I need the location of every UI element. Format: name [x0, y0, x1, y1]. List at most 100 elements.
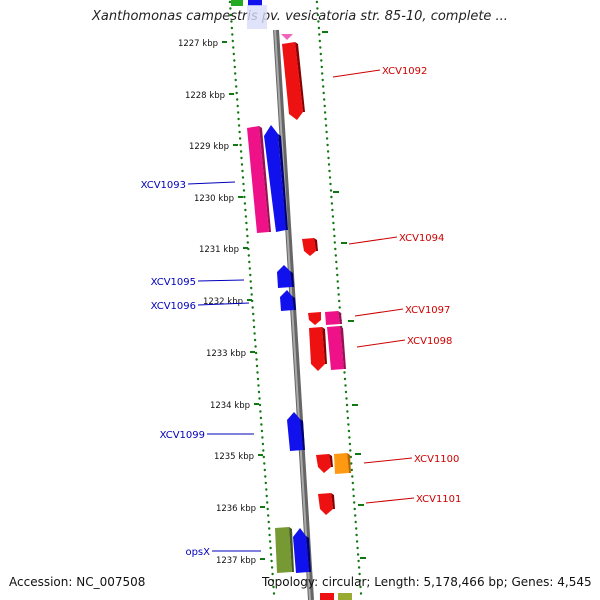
- track-dot-left: [231, 39, 234, 43]
- gene-label-leader: [332, 69, 381, 78]
- track-dot-right: [359, 585, 362, 589]
- gene-label-xcv1093[interactable]: XCV1093: [141, 180, 186, 191]
- feature-xcv1098-pink[interactable]: [327, 326, 344, 370]
- track-dot-left: [251, 306, 254, 309]
- track-dot-right: [321, 78, 324, 82]
- track-dot-left: [242, 182, 245, 186]
- feature-top-pink-tip[interactable]: [281, 34, 293, 40]
- track-dot-left: [243, 195, 246, 199]
- kbp-tick-label: 1236 kbp: [216, 504, 256, 514]
- track-dot-right: [327, 163, 331, 166]
- track-dot-right: [324, 124, 328, 127]
- feature-bottom-mixed[interactable]: [338, 593, 352, 600]
- track-dot-right: [351, 481, 354, 485]
- track-dot-left: [232, 46, 235, 49]
- track-dot-right: [329, 189, 333, 192]
- feature-xcv1095[interactable]: [277, 265, 292, 288]
- feature-xcv1099[interactable]: [287, 412, 303, 451]
- track-dot-left: [239, 143, 242, 147]
- track-dot-left: [269, 546, 272, 550]
- track-dot-right: [324, 117, 327, 121]
- track-dot-left: [244, 215, 248, 218]
- feature-xcv1100[interactable]: [316, 454, 331, 473]
- feature-xcv1093-pink[interactable]: [247, 126, 269, 233]
- track-dot-right: [355, 527, 358, 530]
- track-dot-left: [230, 26, 234, 30]
- track-dot-right: [337, 293, 340, 296]
- feature-xcv1100-orange[interactable]: [334, 453, 349, 474]
- gene-label-opsx[interactable]: opsX: [185, 547, 210, 558]
- feature-xcv1097-pink[interactable]: [325, 311, 340, 325]
- track-dot-left: [234, 72, 237, 75]
- gene-label-xcv1092[interactable]: XCV1092: [382, 66, 427, 77]
- gene-label-xcv1099[interactable]: XCV1099: [160, 430, 205, 441]
- feature-bottom-red[interactable]: [320, 593, 334, 600]
- gene-label-xcv1094[interactable]: XCV1094: [399, 233, 444, 244]
- feature-top-green[interactable]: [231, 0, 243, 6]
- track-dot-left: [268, 533, 271, 537]
- genome-backbone-highlight: [274, 29, 311, 600]
- gene-label-xcv1098[interactable]: XCV1098: [407, 336, 452, 347]
- track-dot-left: [270, 566, 274, 569]
- track-dot-left: [236, 104, 239, 108]
- track-dot-left: [259, 410, 262, 413]
- track-dot-left: [241, 169, 244, 173]
- kbp-tick-label: 1230 kbp: [194, 194, 234, 204]
- gene-label-xcv1095[interactable]: XCV1095: [151, 277, 196, 288]
- track-dot-right: [315, 0, 319, 4]
- feature-xcv1096-shade: [292, 296, 296, 310]
- track-dot-right: [330, 195, 333, 199]
- track-dot-right: [354, 514, 357, 517]
- track-dot-left: [258, 397, 261, 400]
- track-dot-right: [348, 442, 352, 446]
- track-dot-right: [347, 429, 351, 433]
- track-dot-left: [256, 377, 260, 381]
- feature-top-blue[interactable]: [248, 0, 262, 6]
- track-dot-left: [231, 33, 234, 36]
- feature-xcv1101-shade: [331, 493, 335, 509]
- track-dot-left: [235, 85, 238, 88]
- track-dot-right: [356, 546, 359, 550]
- track-dot-left: [253, 332, 256, 335]
- gene-label-xcv1097[interactable]: XCV1097: [405, 305, 450, 316]
- track-dot-right: [334, 247, 337, 251]
- feature-xcv1098[interactable]: [309, 327, 325, 371]
- feature-xcv1097[interactable]: [308, 312, 321, 325]
- feature-xcv1094[interactable]: [302, 238, 316, 256]
- track-dot-left: [229, 7, 232, 10]
- track-dot-left: [240, 163, 244, 166]
- track-dot-left: [234, 78, 237, 82]
- feature-xcv1096[interactable]: [280, 290, 294, 311]
- track-dot-left: [246, 234, 249, 238]
- track-dot-left: [238, 137, 242, 140]
- gene-label-xcv1096[interactable]: XCV1096: [151, 301, 196, 312]
- track-dot-left: [253, 338, 257, 342]
- feature-opsx-blue[interactable]: [293, 528, 309, 573]
- track-dot-left: [255, 364, 259, 368]
- feature-xcv1094-shade: [314, 238, 318, 251]
- track-dot-left: [266, 501, 269, 504]
- gene-label-xcv1101[interactable]: XCV1101: [416, 494, 461, 505]
- track-dot-left: [232, 52, 235, 56]
- track-dot-right: [355, 540, 359, 543]
- track-dot-right: [336, 273, 339, 277]
- gene-label-xcv1100[interactable]: XCV1100: [414, 454, 459, 465]
- track-dot-right: [318, 39, 321, 43]
- feature-xcv1101[interactable]: [318, 493, 333, 515]
- feature-xcv1093[interactable]: [264, 125, 286, 232]
- track-dot-right: [328, 176, 332, 179]
- feature-xcv1100-orange-shade: [347, 453, 351, 473]
- feature-opsx[interactable]: [275, 527, 292, 573]
- track-dot-left: [228, 0, 232, 4]
- track-dot-right: [358, 579, 362, 582]
- feature-xcv1092[interactable]: [282, 42, 303, 120]
- track-dot-left: [272, 585, 275, 589]
- track-dot-right: [329, 182, 332, 186]
- track-dot-left: [260, 423, 263, 426]
- track-dot-right: [332, 228, 336, 231]
- track-dot-right: [326, 143, 329, 147]
- track-dot-right: [317, 26, 321, 30]
- track-dot-left: [246, 241, 249, 244]
- track-dot-right: [350, 462, 353, 465]
